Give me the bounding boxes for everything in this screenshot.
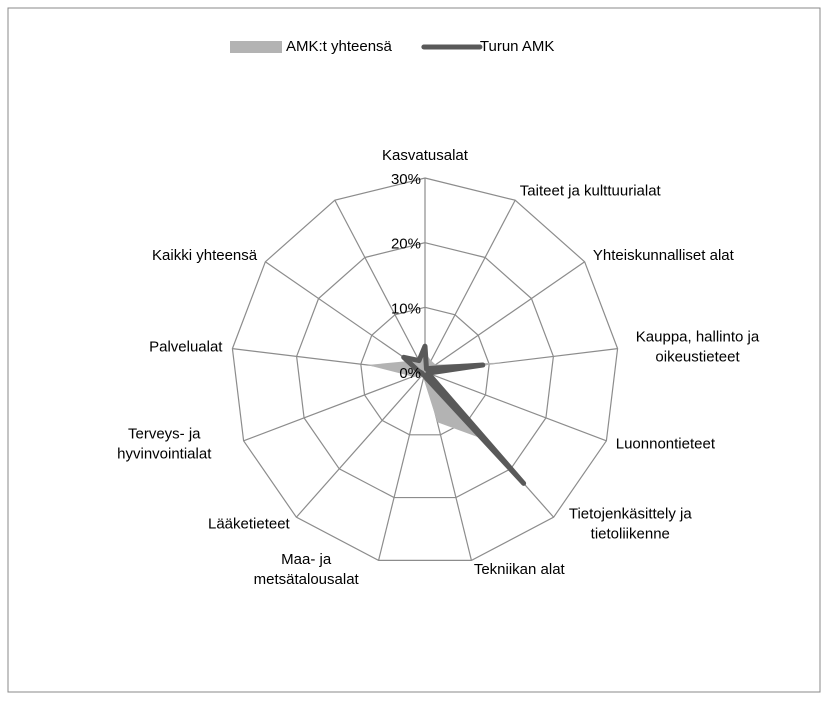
- spoke: [377, 371, 426, 561]
- category-label-line: Maa- ja: [281, 551, 332, 568]
- category-label: Lääketieteet: [208, 516, 291, 533]
- category-label-line: oikeustieteet: [655, 348, 740, 365]
- category-label: Luonnontieteet: [616, 435, 716, 452]
- grid-ring: [295, 242, 555, 499]
- category-label: Kauppa, hallinto ja oikeustieteet: [636, 328, 760, 365]
- category-label: Yhteiskunnalliset alat: [593, 247, 735, 264]
- series-area: [367, 352, 503, 440]
- r-tick-label: 20%: [391, 236, 421, 253]
- spoke: [424, 371, 607, 442]
- spoke: [424, 199, 516, 373]
- spoke: [424, 261, 585, 373]
- spoke: [295, 371, 426, 518]
- category-label-line: Kaikki yhteensä: [152, 247, 258, 264]
- spoke: [243, 371, 426, 442]
- legend-swatch: [230, 41, 282, 53]
- category-label-line: Kasvatusalat: [382, 147, 469, 164]
- grid-ring: [231, 177, 619, 561]
- category-label-line: Tietojenkäsittely ja: [569, 506, 692, 523]
- category-label: Kasvatusalat: [382, 147, 469, 164]
- spoke: [265, 261, 426, 373]
- category-label-line: Palvelualat: [149, 338, 223, 355]
- category-label: Taiteet ja kulttuurialat: [520, 182, 662, 199]
- category-label-line: Lääketieteet: [208, 516, 291, 533]
- category-label: Tekniikan alat: [474, 561, 566, 578]
- category-label-line: metsätalousalat: [254, 571, 360, 588]
- grid-ring: [360, 306, 490, 436]
- category-label-line: tietoliikenne: [591, 526, 670, 543]
- category-label-line: Terveys- ja: [128, 425, 201, 442]
- category-label: Kaikki yhteensä: [152, 247, 258, 264]
- category-label-line: hyvinvointialat: [117, 445, 212, 462]
- category-label: Terveys- ja hyvinvointialat: [117, 425, 212, 462]
- category-label: Maa- ja metsätalousalat: [254, 551, 360, 588]
- series-line: [401, 343, 527, 486]
- category-label: Tietojenkäsittely ja tietoliikenne: [569, 506, 692, 543]
- spoke: [334, 199, 426, 373]
- r-tick-label: 30%: [391, 171, 421, 188]
- category-label-line: Tekniikan alat: [474, 561, 566, 578]
- category-label-line: Yhteiskunnalliset alat: [593, 247, 735, 264]
- r-tick-label: 10%: [391, 300, 421, 317]
- legend-label: Turun AMK: [480, 38, 554, 55]
- category-label-line: Taiteet ja kulttuurialat: [520, 182, 662, 199]
- category-label-line: Luonnontieteet: [616, 435, 716, 452]
- legend-label: AMK:t yhteensä: [286, 38, 393, 55]
- r-tick-label: 0%: [399, 365, 421, 382]
- category-label: Palvelualat: [149, 338, 223, 355]
- category-label-line: Kauppa, hallinto ja: [636, 328, 760, 345]
